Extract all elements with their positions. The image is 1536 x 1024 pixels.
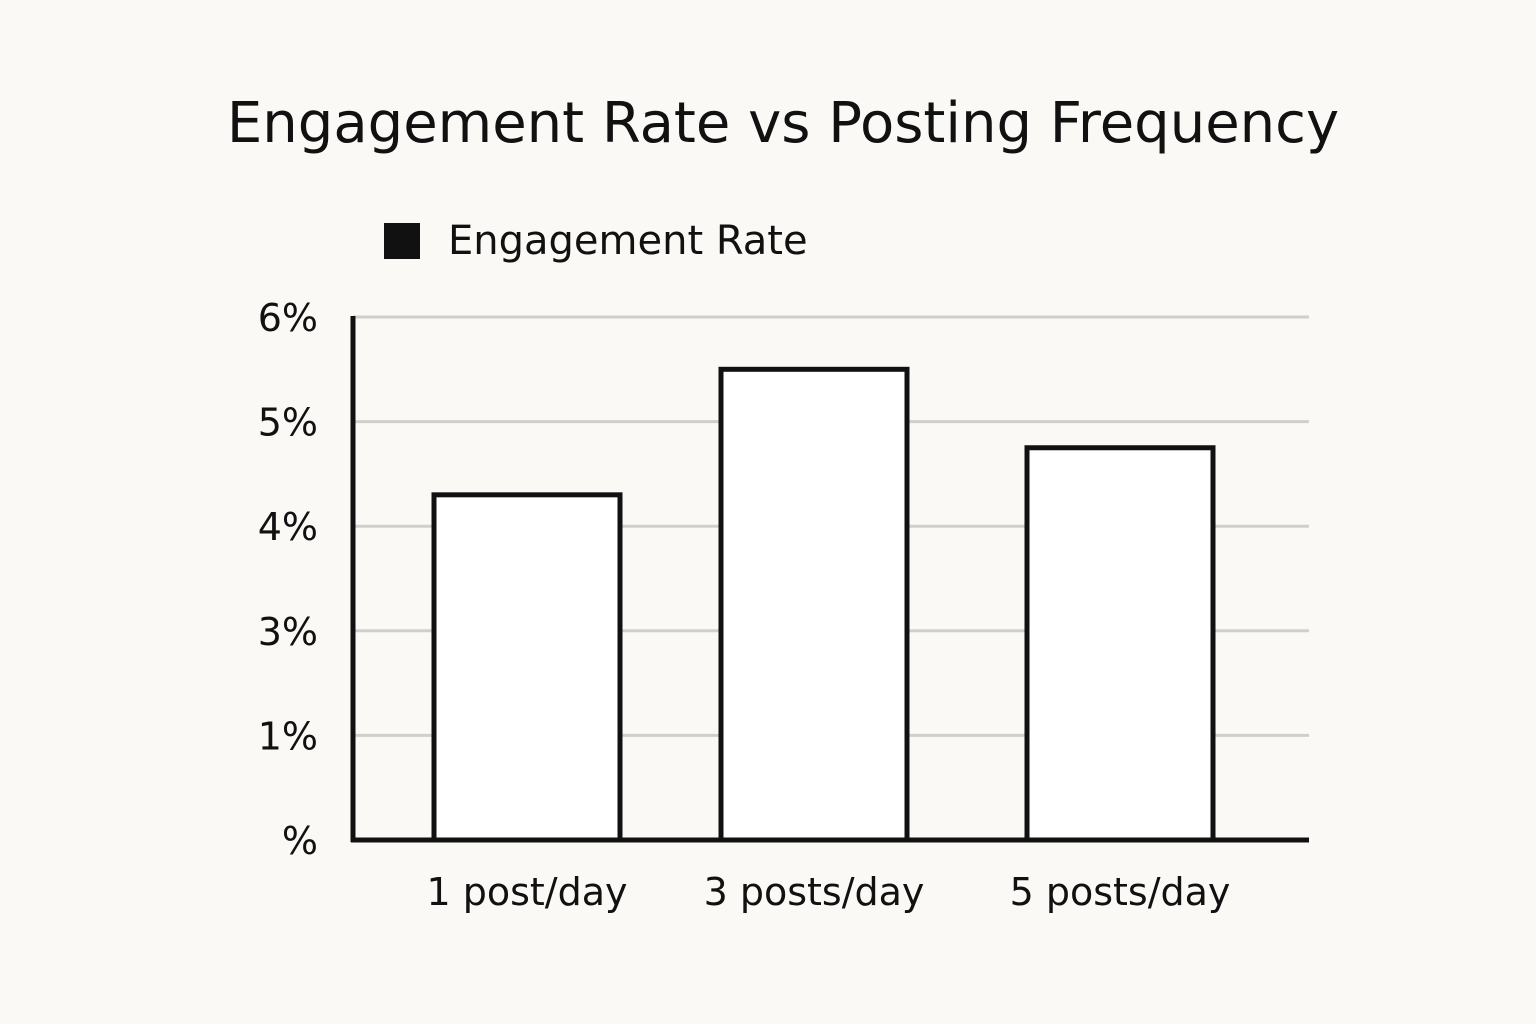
x-tick-label: 1 post/day: [426, 870, 627, 914]
legend: Engagement Rate: [384, 218, 808, 264]
chart-title: Engagement Rate vs Posting Frequency: [227, 91, 1339, 156]
bar: [718, 366, 910, 843]
bar: [1024, 445, 1216, 843]
y-axis-ticks: % 1% 3% 4% 5% 6%: [258, 296, 318, 863]
x-tick-label: 3 posts/day: [704, 870, 925, 914]
legend-swatch: [384, 223, 420, 259]
bar: [431, 492, 623, 843]
x-axis-ticks: 1 post/day 3 posts/day 5 posts/day: [426, 870, 1230, 914]
y-tick-label: %: [282, 819, 318, 863]
y-tick-label: 3%: [258, 610, 318, 654]
y-tick-label: 4%: [258, 505, 318, 549]
bars: [431, 366, 1216, 843]
y-tick-label: 6%: [258, 296, 318, 340]
x-tick-label: 5 posts/day: [1010, 870, 1231, 914]
legend-label: Engagement Rate: [448, 218, 808, 264]
y-tick-label: 5%: [258, 401, 318, 445]
y-tick-label: 1%: [258, 714, 318, 758]
